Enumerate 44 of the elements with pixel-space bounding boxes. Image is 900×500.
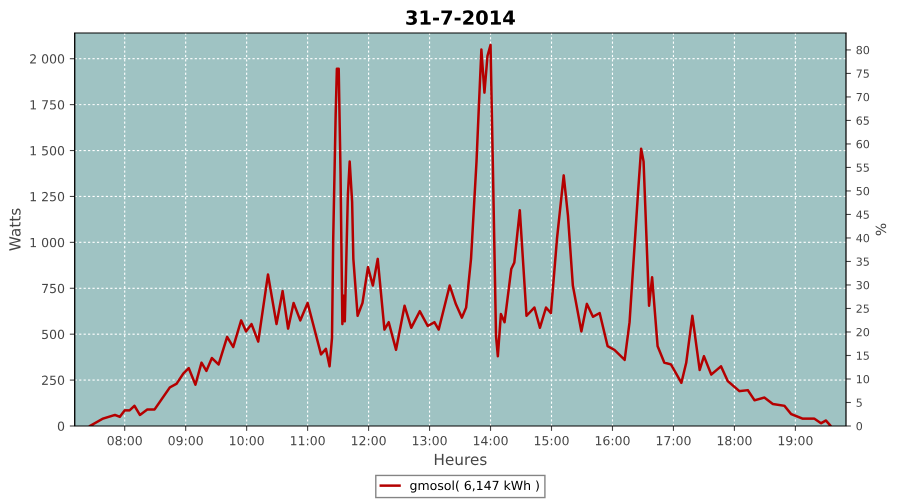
x-tick-label: 10:00 (230, 436, 264, 446)
x-axis-title: Heures (434, 454, 487, 466)
y2-tick-label: 75 (856, 70, 869, 78)
y2-axis-title: % (876, 224, 886, 236)
y2-tick-label: 70 (856, 92, 870, 102)
y-tick-label: 1 000 (30, 238, 64, 248)
y2-tick-label: 65 (856, 116, 869, 125)
y2-tick-label: 35 (856, 257, 869, 266)
y-tick-label: 0 (58, 421, 64, 431)
x-tick-label: 18:00 (718, 436, 752, 446)
y-tick-label: 750 (42, 284, 64, 294)
y2-tick-label: 45 (856, 210, 869, 219)
y2-tick-label: 60 (856, 140, 870, 148)
x-tick-label: 16:00 (596, 436, 630, 446)
y2-tick-label: 55 (856, 164, 869, 172)
legend-label: gmosol( 6,147 kWh ) (410, 480, 539, 493)
y2-tick-label: 0 (856, 422, 862, 430)
x-tick-label: 11:00 (290, 436, 325, 446)
y-tick-label: 2 000 (30, 54, 64, 64)
y2-tick-label: 50 (856, 186, 870, 196)
y-tick-label: 1 500 (30, 146, 64, 156)
x-tick-label: 13:00 (412, 436, 447, 446)
y-tick-label: 250 (42, 376, 64, 386)
y-tick-label: 1 750 (30, 100, 64, 110)
y2-tick-label: 30 (856, 280, 870, 290)
y2-tick-label: 15 (856, 352, 869, 360)
y2-tick-label: 5 (856, 398, 862, 407)
x-tick-label: 08:00 (108, 436, 142, 446)
y2-tick-label: 20 (856, 328, 870, 336)
x-tick-label: 19:00 (778, 436, 813, 446)
y-tick-label: 1 250 (30, 192, 64, 202)
y2-tick-label: 80 (856, 46, 870, 54)
x-tick-label: 17:00 (656, 436, 691, 446)
x-tick-label: 12:00 (352, 436, 386, 446)
y-axis-title: Watts (9, 208, 21, 251)
line-series (88, 44, 832, 426)
y2-tick-label: 10 (856, 374, 870, 384)
y2-tick-label: 25 (856, 304, 869, 313)
x-tick-label: 15:00 (534, 436, 569, 446)
chart-title: 31-7-2014 (406, 10, 515, 25)
x-tick-label: 09:00 (168, 436, 203, 446)
x-tick-label: 14:00 (474, 436, 508, 446)
y-tick-label: 500 (42, 330, 64, 340)
y2-tick-label: 40 (856, 234, 870, 242)
